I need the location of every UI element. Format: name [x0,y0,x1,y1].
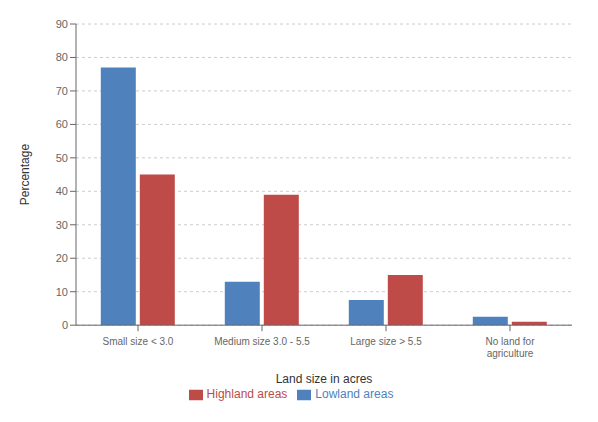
html-text:Highland areas: Highland areas [206,387,288,402]
svg-text:Large size > 5.5: Large size > 5.5 [350,336,422,347]
svg-text:Land size in acres: Land size in acres [276,372,373,386]
svg-text:Small size < 3.0: Small size < 3.0 [103,336,174,347]
svg-text:80: 80 [56,51,68,63]
svg-text:Percentage: Percentage [18,144,32,206]
svg-text:60: 60 [56,118,68,130]
svg-text:40: 40 [56,185,68,197]
svg-text:0: 0 [62,319,68,331]
svg-text:70: 70 [56,85,68,97]
svg-text:Medium size 3.0 - 5.5: Medium size 3.0 - 5.5 [214,336,310,347]
svg-text:No land foragriculture: No land foragriculture [486,336,536,359]
svg-text:50: 50 [56,152,68,164]
svg-text:30: 30 [56,219,68,231]
svg-text:20: 20 [56,252,68,264]
html-text:Lowland areas: Lowland areas [315,387,394,402]
svg-text:10: 10 [56,286,68,298]
svg-text:90: 90 [56,18,68,30]
